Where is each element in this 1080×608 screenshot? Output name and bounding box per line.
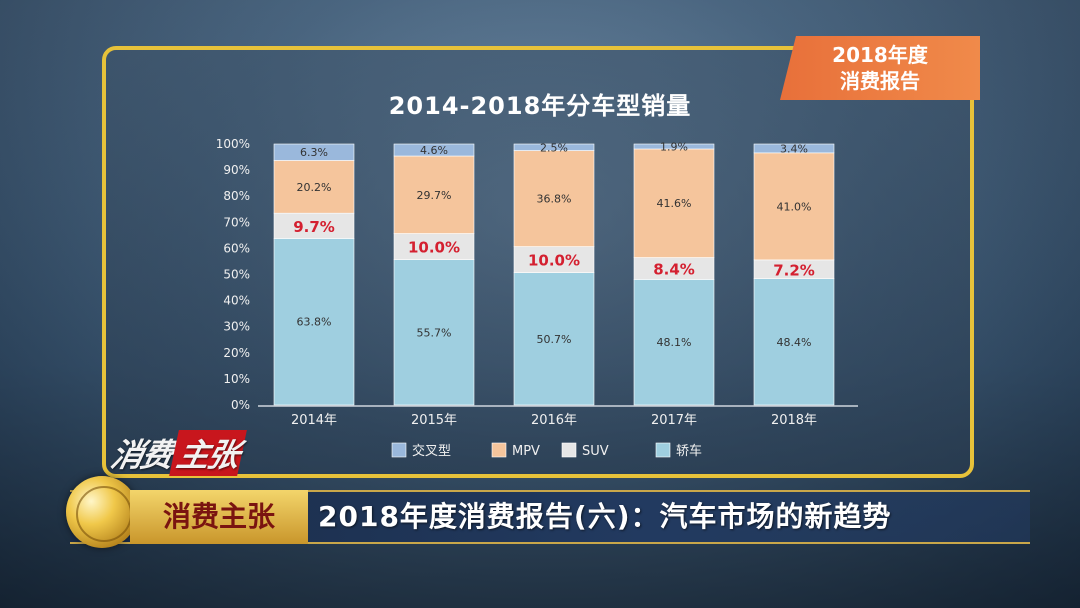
y-tick-label: 40% [223,294,250,308]
bar-segment [753,143,835,154]
x-tick-label: 2015年 [411,413,457,428]
bar-segment [753,152,835,261]
legend-label: SUV [582,444,609,459]
data-label: 41.0% [777,200,812,213]
data-label: 10.0% [528,252,580,270]
bar-segment [393,143,475,157]
data-label: 6.3% [300,146,328,159]
report-badge-year: 2018年度 [832,43,928,67]
x-tick-label: 2018年 [771,413,817,428]
data-label: 3.4% [780,142,808,155]
bar-segment [753,278,835,406]
x-tick-label: 2017年 [651,413,697,428]
data-label: 4.6% [420,144,448,157]
bar-segment [633,279,715,406]
bar-segment [273,143,355,161]
chart-title: 2014-2018年分车型销量 [388,92,692,120]
y-tick-label: 100% [216,137,250,151]
program-logo-part2: 主张 [169,430,247,476]
data-label: 1.9% [660,140,688,153]
bar-segment [273,160,355,214]
data-label: 7.2% [773,261,815,279]
legend-swatch [561,442,577,458]
bar-segment [513,246,595,273]
globe-icon [66,476,138,548]
legend-swatch [391,442,407,458]
data-label: 20.2% [297,181,332,194]
y-tick-label: 70% [223,215,250,229]
data-label: 55.7% [417,326,452,339]
program-name: 消费主张 [130,490,308,544]
data-label: 9.7% [293,218,335,236]
bar-segment [513,272,595,406]
data-label: 10.0% [408,239,460,257]
report-badge-title: 消费报告 [840,69,920,93]
data-label: 8.4% [653,260,695,278]
bar-segment [633,148,715,258]
bar-segment [393,155,475,234]
data-label: 29.7% [417,189,452,202]
x-tick-label: 2014年 [291,413,337,428]
y-tick-label: 20% [223,346,250,360]
legend-swatch [491,442,507,458]
data-label: 2.5% [540,141,568,154]
y-tick-label: 30% [223,320,250,334]
data-label: 50.7% [537,333,572,346]
y-tick-label: 80% [223,189,250,203]
data-label: 36.8% [537,193,572,206]
bar-segment [273,212,355,239]
legend-label: 轿车 [676,443,702,459]
bar-segment [273,238,355,406]
y-tick-label: 90% [223,163,250,177]
data-label: 48.1% [657,336,692,349]
legend-swatch [655,442,671,458]
y-tick-label: 10% [223,372,250,386]
report-badge: 2018年度 消费报告 [780,36,980,100]
y-tick-label: 0% [231,398,250,412]
data-label: 48.4% [777,336,812,349]
x-tick-label: 2016年 [531,413,577,428]
data-label: 41.6% [657,197,692,210]
bar-segment [633,143,715,150]
headline: 2018年度消费报告(六)：汽车市场的新趋势 [318,500,892,533]
program-logo-part1: 消费 [107,436,176,474]
legend-label: 交叉型 [412,443,451,459]
bar-segment [513,143,595,151]
program-logo: 消费主张 [107,430,247,476]
bar-segment [393,259,475,406]
bar-segment [393,233,475,260]
y-tick-label: 60% [223,241,250,255]
y-tick-label: 50% [223,268,250,282]
legend-label: MPV [512,444,540,459]
data-label: 63.8% [297,316,332,329]
